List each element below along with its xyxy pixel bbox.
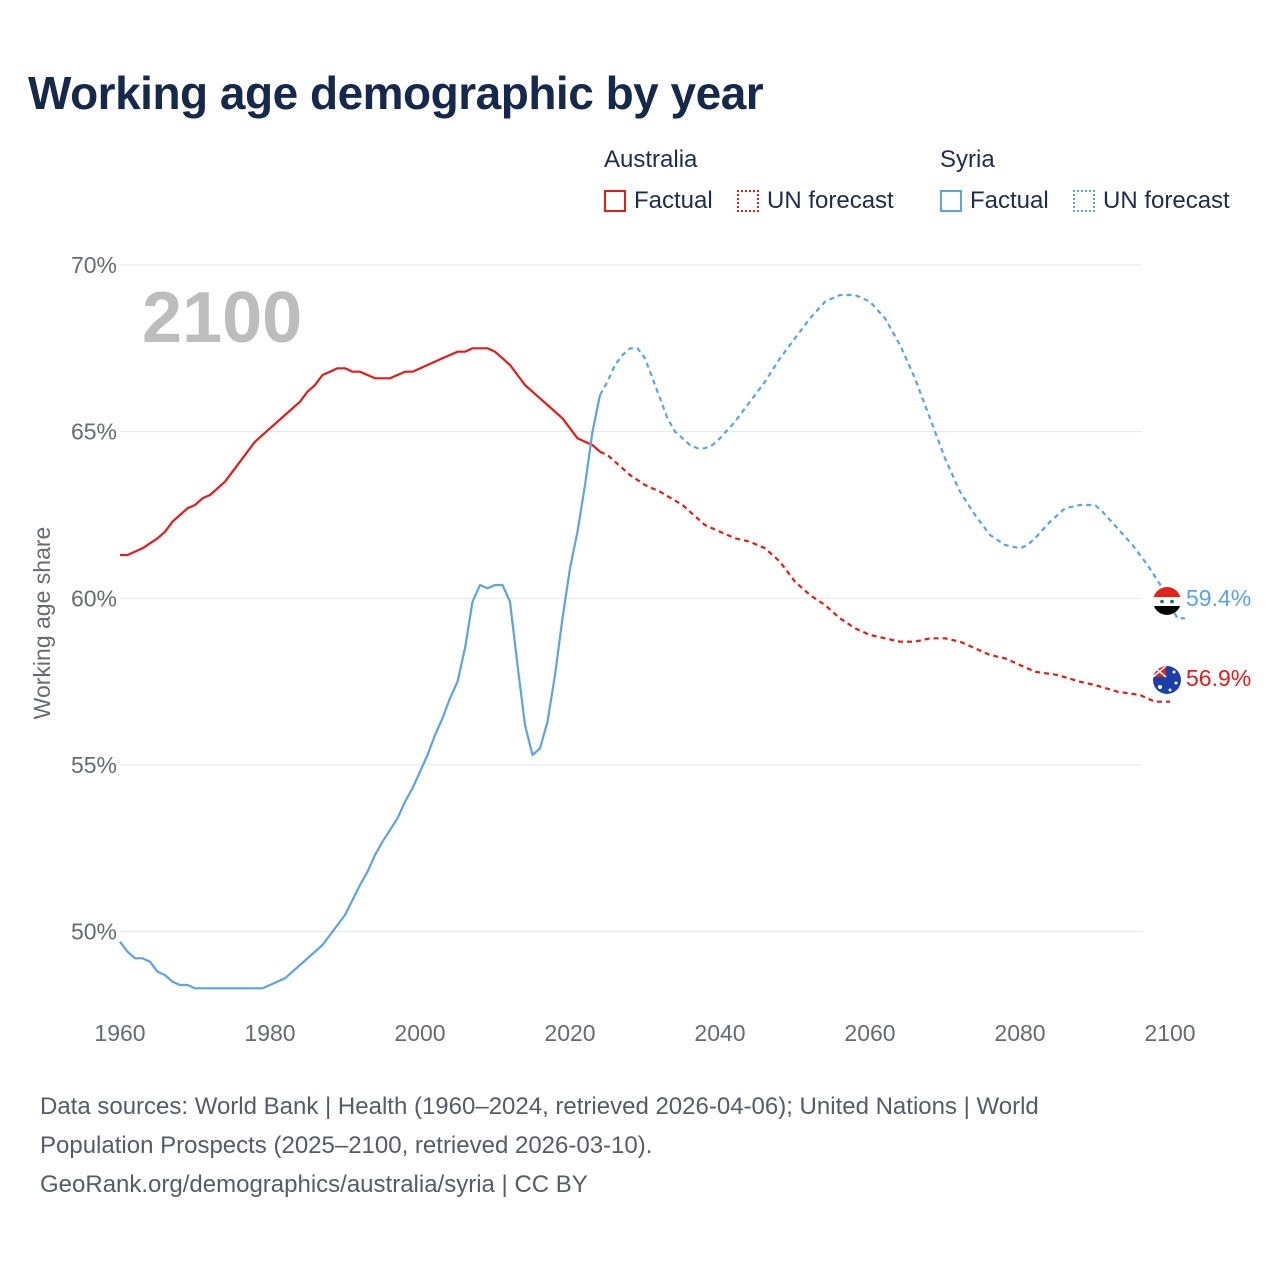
legend-label: UN forecast — [1103, 187, 1230, 214]
series-line-syria-factual[interactable] — [119, 394, 602, 990]
legend-swatch-dotted-blue — [1073, 190, 1095, 212]
legend-label: Factual — [970, 187, 1049, 214]
legend-item-australia-factual[interactable]: Factual — [604, 186, 713, 216]
legend-swatch-solid-red — [604, 190, 626, 212]
footer-sources-line: Data sources: World Bank | Health (1960–… — [40, 1093, 1039, 1120]
x-tick-label: 1980 — [244, 1020, 295, 1046]
legend-swatch-solid-blue — [940, 190, 962, 212]
legend-group-syria: Syria — [940, 146, 995, 173]
legend-item-syria-forecast[interactable]: UN forecast — [1073, 186, 1230, 216]
footer-sources-line: Population Prospects (2025–2100, retriev… — [40, 1132, 653, 1159]
series-line-australia-forecast[interactable] — [599, 450, 1170, 703]
syria-flag-icon — [1153, 587, 1181, 615]
x-tick-label: 2080 — [994, 1020, 1045, 1046]
y-tick-label: 60% — [71, 585, 117, 611]
y-tick-label: 50% — [71, 919, 117, 945]
legend-swatch-dotted-red — [737, 190, 759, 212]
legend-label: Factual — [634, 187, 713, 214]
year-watermark: 2100 — [142, 278, 302, 358]
end-label-australia: 56.9% — [1186, 665, 1251, 691]
chart-title: Working age demographic by year — [28, 67, 764, 119]
legend-item-australia-forecast[interactable]: UN forecast — [737, 186, 894, 216]
x-tick-label: 2040 — [694, 1020, 745, 1046]
y-tick-label: 55% — [71, 752, 117, 778]
line-chart: 50% 55% 60% 65% 70% 1960 1980 2000 2020 2040 2060 2… — [29, 252, 1251, 1046]
series-line-australia-factual[interactable] — [120, 347, 601, 557]
x-tick-label: 1960 — [94, 1020, 145, 1046]
legend-label: UN forecast — [767, 187, 894, 214]
end-label-syria: 59.4% — [1186, 585, 1251, 611]
x-tick-label: 2020 — [544, 1020, 595, 1046]
x-tick-label: 2060 — [844, 1020, 895, 1046]
legend-group-australia: Australia — [604, 146, 698, 173]
x-tick-label: 2000 — [394, 1020, 445, 1046]
legend-item-syria-factual[interactable]: Factual — [940, 186, 1049, 216]
x-tick-label: 2100 — [1144, 1020, 1195, 1046]
y-tick-label: 70% — [71, 252, 117, 278]
australia-flag-icon — [1153, 666, 1181, 694]
y-axis-label: Working age share — [29, 527, 55, 720]
footer: Data sources: World Bank | Health (1960–… — [40, 1087, 1220, 1204]
series-line-syria-forecast[interactable] — [599, 293, 1185, 620]
footer-link[interactable]: GeoRank.org/demographics/australia/syria… — [40, 1171, 588, 1198]
y-tick-label: 65% — [71, 419, 117, 445]
